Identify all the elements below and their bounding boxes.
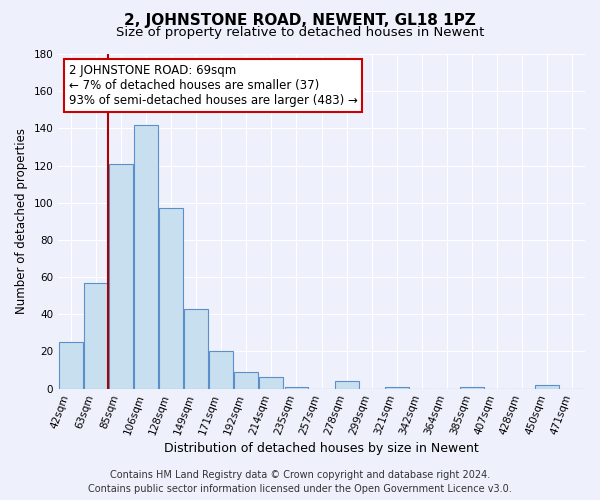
Text: Contains HM Land Registry data © Crown copyright and database right 2024.
Contai: Contains HM Land Registry data © Crown c…: [88, 470, 512, 494]
Bar: [385, 386, 409, 388]
Bar: [284, 386, 308, 388]
Bar: [84, 282, 108, 389]
Bar: [235, 372, 258, 388]
Text: Size of property relative to detached houses in Newent: Size of property relative to detached ho…: [116, 26, 484, 39]
Bar: [184, 308, 208, 388]
Bar: [109, 164, 133, 388]
Bar: [335, 381, 359, 388]
Bar: [259, 378, 283, 388]
Bar: [159, 208, 183, 388]
Bar: [59, 342, 83, 388]
Y-axis label: Number of detached properties: Number of detached properties: [15, 128, 28, 314]
Bar: [460, 386, 484, 388]
Bar: [134, 124, 158, 388]
Bar: [535, 385, 559, 388]
X-axis label: Distribution of detached houses by size in Newent: Distribution of detached houses by size …: [164, 442, 479, 455]
Text: 2, JOHNSTONE ROAD, NEWENT, GL18 1PZ: 2, JOHNSTONE ROAD, NEWENT, GL18 1PZ: [124, 12, 476, 28]
Text: 2 JOHNSTONE ROAD: 69sqm
← 7% of detached houses are smaller (37)
93% of semi-det: 2 JOHNSTONE ROAD: 69sqm ← 7% of detached…: [69, 64, 358, 107]
Bar: [209, 352, 233, 389]
